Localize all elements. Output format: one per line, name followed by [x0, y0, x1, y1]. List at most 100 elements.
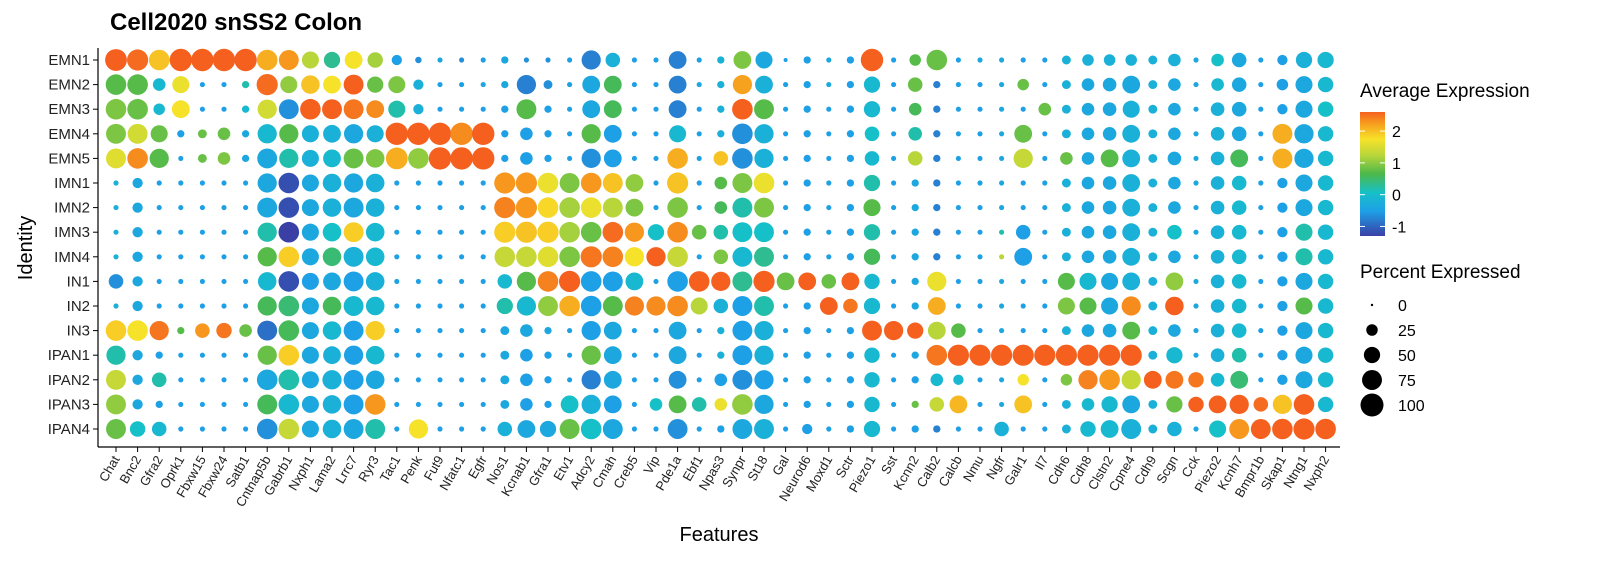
dot-IMN4-Skap1	[1277, 251, 1288, 262]
dot-IPAN2-Etv1	[567, 377, 573, 383]
dot-IMN3-Cck	[1193, 229, 1199, 235]
dot-IN2-Etv1	[559, 295, 580, 317]
dot-IPAN3-Bmpr1b	[1253, 397, 1269, 412]
dot-IMN1-Cntnap5b	[257, 173, 277, 193]
dot-IN1-Creb5	[625, 272, 644, 291]
dot-IN2-Gabrb1	[278, 295, 300, 317]
dot-IPAN2-Gabrb1	[278, 369, 300, 391]
dot-IPAN3-St18	[754, 394, 774, 415]
dot-IMN2-Cdh8	[1081, 201, 1095, 214]
dot-IN1-Bnc2	[132, 276, 143, 287]
dot-EMN3-Neurod6	[803, 105, 811, 113]
dot-IMN2-Cntnap5b	[257, 197, 278, 218]
dot-EMN2-Synpr	[732, 74, 753, 95]
dot-IN3-Cmah	[603, 321, 622, 340]
dot-EMN3-Galr1	[1020, 106, 1026, 112]
dot-IN3-Ngfr	[999, 328, 1005, 334]
dot-IN1-Vip	[653, 278, 659, 284]
dot-IPAN1-Fbxw15	[199, 352, 205, 358]
x-axis: ChatBnc2Gfra2Oprk1Fbxw15Fbxw24Satb1Cntna…	[96, 447, 1332, 509]
dot-IPAN3-Kcnh7	[1229, 394, 1249, 415]
plot-area	[105, 48, 1336, 440]
dot-IMN1-Moxd1	[826, 180, 832, 186]
dot-IPAN4-Chat	[106, 419, 126, 439]
dot-EMN4-Satb1	[241, 130, 250, 138]
dot-IMN1-Vip	[653, 180, 659, 186]
dot-IMN1-Penk	[415, 180, 421, 186]
dot-IPAN2-Nmu	[977, 377, 983, 383]
dot-IMN3-Gfra2	[156, 229, 162, 235]
dot-IPAN3-Gal	[783, 401, 789, 407]
dot-IMN4-Il7	[1042, 254, 1048, 260]
dot-IN3-Bmpr1b	[1258, 328, 1264, 334]
dot-IN2-Egfr	[480, 303, 486, 309]
dot-IMN4-Nxph2	[1317, 249, 1334, 265]
dot-IN1-Cdh8	[1079, 272, 1097, 290]
dot-IMN4-Gabrb1	[278, 246, 300, 268]
dot-EMN4-Scgn	[1168, 127, 1181, 141]
dot-IMN3-Skap1	[1277, 227, 1288, 238]
dot-EMN2-Fut9	[437, 82, 443, 88]
dot-IPAN2-Cck	[1188, 372, 1204, 388]
dot-IMN1-Galr1	[1020, 180, 1026, 186]
dot-IPAN2-Ryr3	[365, 370, 385, 390]
dot-EMN2-Pde1a	[668, 75, 687, 94]
dot-IN1-Cpne4	[1122, 272, 1141, 291]
dot-IPAN4-Cntnap5b	[256, 418, 278, 440]
dot-IPAN3-Cdh9	[1148, 399, 1158, 409]
dot-IPAN1-Skap1	[1277, 350, 1288, 361]
dot-EMN3-Nos1	[501, 105, 509, 113]
dot-IMN3-Penk	[415, 229, 421, 235]
dot-IMN4-Kcnab1	[516, 246, 537, 268]
dot-IPAN2-Penk	[415, 377, 421, 383]
dot-IMN2-Clstn2	[1102, 200, 1117, 215]
dot-IMN2-Nxph2	[1317, 199, 1334, 216]
dot-IN2-Skap1	[1277, 300, 1288, 312]
dot-EMN2-Adcy2	[582, 75, 601, 94]
dot-IPAN1-Ebf1	[696, 352, 702, 358]
dot-IPAN2-Lama2	[322, 370, 342, 390]
dot-EMN4-Nxph1	[301, 125, 319, 143]
dot-IPAN3-Sst	[891, 401, 897, 407]
dot-IMN2-Gfra1	[537, 197, 559, 218]
dot-IN2-Cpne4	[1121, 296, 1141, 316]
dot-IMN4-Cpne4	[1122, 247, 1141, 266]
dot-IMN1-Gal	[783, 180, 789, 186]
dot-IPAN4-Gal	[783, 426, 789, 432]
dot-EMN4-Gfra2	[150, 125, 168, 143]
dot-IMN1-Sst	[891, 180, 897, 186]
dot-IN2-Cntnap5b	[257, 296, 277, 316]
dot-IPAN3-Lrrc7	[343, 394, 364, 415]
y-tick-label: EMN3	[48, 101, 90, 118]
dot-IPAN1-Kcnh7	[1231, 347, 1247, 363]
dot-EMN4-Clstn2	[1102, 127, 1117, 141]
dot-IPAN1-Cck	[1193, 352, 1199, 358]
dot-IPAN1-Satb1	[243, 352, 249, 358]
dot-IPAN2-Cmah	[603, 370, 622, 389]
dot-IMN2-Kcnh7	[1231, 200, 1247, 215]
dot-IMN4-Tac1	[394, 254, 400, 260]
dot-EMN4-Gal	[783, 131, 789, 137]
dot-EMN4-Sctr	[846, 130, 855, 138]
dot-EMN3-Oprk1	[171, 100, 190, 119]
dot-IPAN3-Calb2	[929, 397, 945, 412]
dot-IN2-Npas3	[713, 298, 729, 314]
dot-IN3-Nfatc1	[459, 328, 465, 334]
dot-IPAN2-Ngfr	[999, 377, 1005, 383]
dot-IPAN1-Oprk1	[178, 352, 184, 358]
dot-EMN4-Moxd1	[826, 131, 832, 137]
dot-IMN2-Nos1	[494, 197, 516, 219]
dot-IPAN2-Moxd1	[826, 377, 832, 383]
dot-IN3-Vip	[653, 328, 659, 334]
dot-EMN1-Tac1	[391, 54, 402, 66]
dot-IN3-Nmu	[977, 328, 983, 334]
x-axis-title: Features	[680, 524, 759, 546]
dot-IMN1-Chat	[113, 180, 119, 186]
dot-EMN4-Cck	[1193, 131, 1199, 137]
y-tick-label: EMN2	[48, 77, 90, 94]
dot-IN2-Piezo2	[1210, 299, 1225, 313]
dot-IPAN3-Kcnab1	[520, 398, 533, 411]
dot-EMN4-Ntng1	[1294, 124, 1314, 144]
dot-IMN3-Ebf1	[691, 224, 707, 240]
dot-IPAN3-Nmu	[977, 401, 983, 407]
